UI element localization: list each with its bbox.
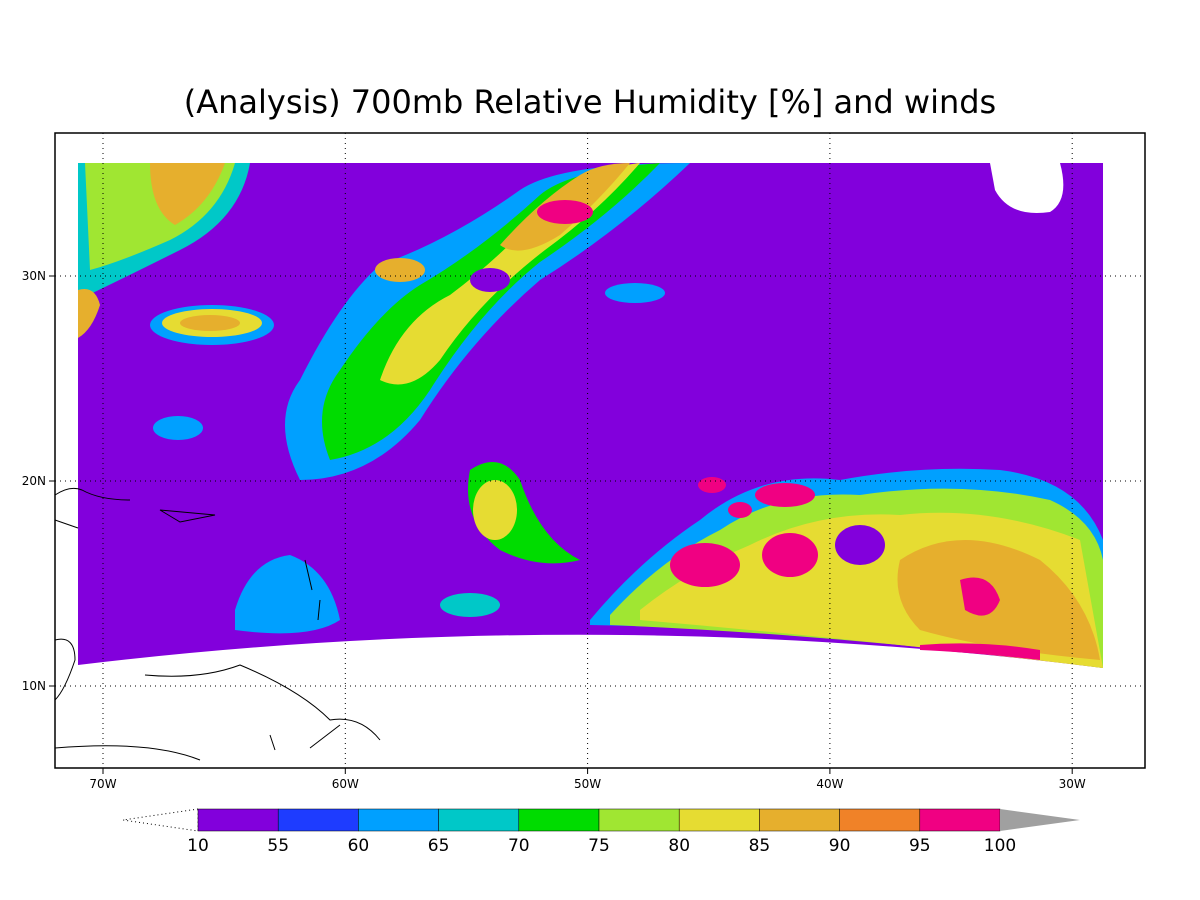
lat-tick-label: 30N [22,269,46,283]
colorbar-over [1000,809,1080,831]
colorbar-box [839,808,921,832]
lon-tick-label: 60W [332,777,359,791]
colorbar-under [122,808,199,832]
colorbar-box [358,808,439,832]
colorbar-label: 100 [984,836,1016,856]
colorbar-box [759,808,840,832]
colorbar-label: 80 [668,836,690,856]
colorbar-label: 85 [749,836,771,856]
colorbar: 10 55 60 65 70 75 80 85 90 95 100 [122,808,1080,856]
colorbar-box [919,808,1001,832]
colorbar-label: 75 [588,836,610,856]
lat-tick-label: 20N [22,474,46,488]
colorbar-label: 55 [267,836,289,856]
lat-tick-label: 10N [22,679,46,693]
colorbar-label: 95 [909,836,931,856]
coastlines [54,487,381,761]
colorbar-box [438,808,520,832]
title: (Analysis) 700mb Relative Humidity [%] a… [184,83,996,121]
map-frame: 70W 60W 50W 40W 30W 30N 20N 10N [22,132,1146,791]
colorbar-label: 65 [428,836,450,856]
colorbar-box [518,808,600,832]
humidity-field [78,163,1103,668]
colorbar-box [277,808,359,832]
colorbar-box [598,808,680,832]
colorbar-label: 60 [348,836,370,856]
colorbar-label: 70 [508,836,530,856]
colorbar-label: 10 [187,836,209,856]
colorbar-box [197,808,279,832]
lon-tick-label: 30W [1059,777,1086,791]
lon-tick-label: 50W [574,777,601,791]
colorbar-box [678,808,760,832]
lon-tick-label: 70W [89,777,116,791]
lon-tick-label: 40W [816,777,843,791]
colorbar-label: 90 [829,836,851,856]
